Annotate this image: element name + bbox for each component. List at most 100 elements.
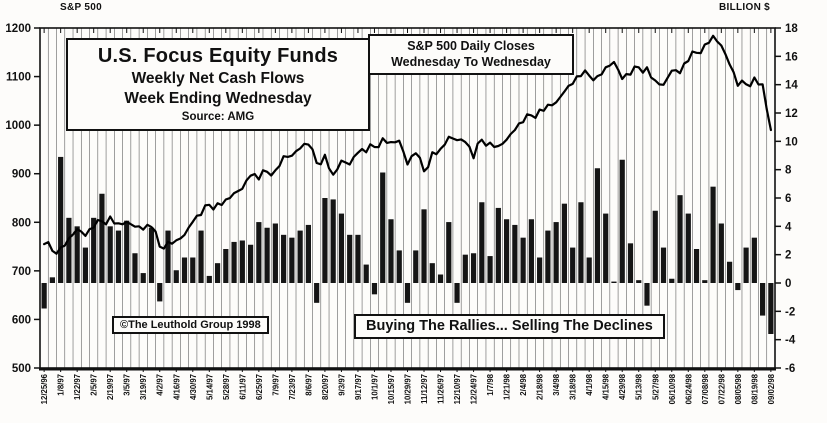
x-axis-tick-label: 4/2/97	[156, 374, 165, 396]
chart-title: U.S. Focus Equity Funds	[97, 45, 339, 67]
cash-flow-bar	[256, 222, 262, 283]
right-axis-tick-label: 8	[785, 165, 792, 177]
right-axis-tick-label: -6	[785, 363, 795, 375]
left-axis-tick-label: 1000	[5, 120, 31, 132]
cash-flow-bar	[314, 283, 320, 303]
legend-line-2: Wednesday To Wednesday	[391, 54, 551, 69]
x-axis-tick-label: 1/21/98	[503, 373, 512, 400]
right-axis-tick-label: 10	[785, 136, 798, 148]
x-axis-tick-label: 10/1/97	[371, 374, 380, 400]
cash-flow-bar	[735, 283, 741, 291]
slogan-annotation: Buying The Rallies... Selling The Declin…	[354, 314, 665, 339]
cash-flow-bar	[49, 277, 55, 283]
x-axis-tick-label: 08/19/98	[750, 373, 759, 404]
cash-flow-bar	[545, 230, 551, 283]
right-axis-tick-label: -4	[785, 335, 796, 347]
left-axis-tick-label: 500	[12, 363, 31, 375]
right-axis-tick-label: 4	[785, 221, 792, 233]
x-axis-tick-label: 2/5/97	[90, 374, 99, 396]
cash-flow-bar	[363, 264, 369, 283]
copyright-note: ©The Leuthold Group 1998	[112, 316, 269, 334]
cash-flow-bar	[322, 198, 328, 283]
x-axis-tick-label: 1/8/97	[57, 374, 66, 396]
cash-flow-bar	[82, 247, 89, 283]
cash-flow-bar	[495, 207, 501, 283]
x-axis-tick-label: 8/6/97	[304, 374, 313, 396]
cash-flow-bar	[429, 263, 435, 283]
cash-flow-bar	[504, 219, 510, 283]
x-axis-tick-label: 10/29/97	[404, 374, 413, 404]
cash-flow-bar	[148, 227, 155, 283]
x-axis-tick-label: 08/05/98	[734, 373, 743, 404]
cash-flow-bar	[289, 237, 295, 283]
cash-flow-bar	[281, 234, 287, 283]
cash-flow-bar	[462, 254, 468, 283]
x-axis-tick-label: 06/10/98	[668, 373, 677, 404]
x-axis-tick-label: 11/26/97	[437, 374, 446, 404]
x-axis-tick-label: 4/1/98	[585, 373, 594, 395]
cash-flow-bar	[190, 257, 196, 283]
cash-flow-bar	[404, 283, 411, 303]
cash-flow-bar	[677, 195, 683, 283]
x-axis-tick-label: 6/25/97	[255, 374, 264, 400]
x-axis-tick-label: 10/15/97	[387, 374, 396, 404]
cash-flow-bar	[107, 226, 113, 283]
cash-flow-bar	[627, 243, 634, 283]
left-axis-tick-label: 600	[12, 314, 31, 326]
x-axis-tick-label: 1/22/97	[73, 374, 82, 400]
cash-flow-bar	[371, 283, 378, 295]
cash-flow-bar	[479, 202, 485, 283]
cash-flow-bar	[710, 186, 716, 283]
legend-line-1: S&P 500 Daily Closes	[407, 39, 535, 53]
cash-flow-bar	[165, 230, 171, 283]
cash-flow-bar	[347, 234, 353, 283]
x-axis-tick-label: 2/19/97	[106, 374, 115, 400]
x-axis-tick-label: 7/9/97	[271, 374, 280, 396]
cash-flow-bar	[702, 280, 708, 283]
x-axis-tick-label: 9/3/97	[337, 374, 346, 396]
x-axis-tick-label: 4/30/97	[189, 374, 198, 400]
x-axis-tick-label: 1/7/98	[486, 373, 495, 395]
cash-flow-bar	[768, 283, 774, 334]
cash-flow-bar	[760, 283, 766, 316]
cash-flow-bar	[487, 256, 493, 283]
cash-flow-bar	[239, 240, 245, 283]
cash-flow-bar	[223, 249, 229, 283]
x-axis-tick-label: 5/28/97	[222, 374, 231, 400]
cash-flow-bar	[140, 273, 146, 283]
cash-flow-bar	[685, 213, 691, 283]
cash-flow-bar	[99, 193, 105, 283]
x-axis-tick-label: 07/22/98	[717, 373, 726, 404]
cash-flow-bar	[669, 278, 675, 283]
cash-flow-bar	[660, 247, 667, 283]
x-axis-tick-label: 3/19/97	[139, 374, 148, 400]
cash-flow-bar	[512, 224, 518, 283]
x-axis-tick-label: 09/02/98	[767, 373, 776, 404]
cash-flow-bar	[578, 202, 584, 283]
cash-flow-bar	[528, 219, 534, 283]
cash-flow-bar	[437, 274, 444, 283]
cash-flow-bar	[380, 172, 386, 283]
cash-flow-bar	[272, 223, 278, 283]
right-axis-tick-label: 14	[785, 80, 798, 92]
cash-flow-bar	[553, 222, 559, 283]
x-axis-tick-label: 7/23/97	[288, 374, 297, 400]
left-axis-tick-label: 700	[12, 266, 31, 278]
chart-title-box: U.S. Focus Equity Funds Weekly Net Cash …	[66, 38, 370, 131]
cash-flow-bar	[611, 281, 617, 283]
line-series-legend-box: S&P 500 Daily Closes Wednesday To Wednes…	[368, 34, 574, 76]
x-axis-tick-label: 3/5/97	[123, 374, 132, 396]
x-axis-tick-label: 6/11/97	[238, 374, 247, 400]
right-axis-tick-label: 2	[785, 250, 791, 262]
cash-flow-bar	[91, 217, 97, 283]
cash-flow-bar	[173, 270, 179, 283]
cash-flow-bar	[603, 213, 609, 283]
cash-flow-bar	[537, 257, 543, 283]
x-axis-tick-label: 2/18/98	[536, 373, 545, 400]
cash-flow-bar	[305, 224, 311, 283]
left-axis-tick-label: 1100	[6, 72, 31, 84]
x-axis-tick-label: 5/13/98	[635, 373, 644, 400]
cash-flow-bar	[421, 209, 427, 283]
